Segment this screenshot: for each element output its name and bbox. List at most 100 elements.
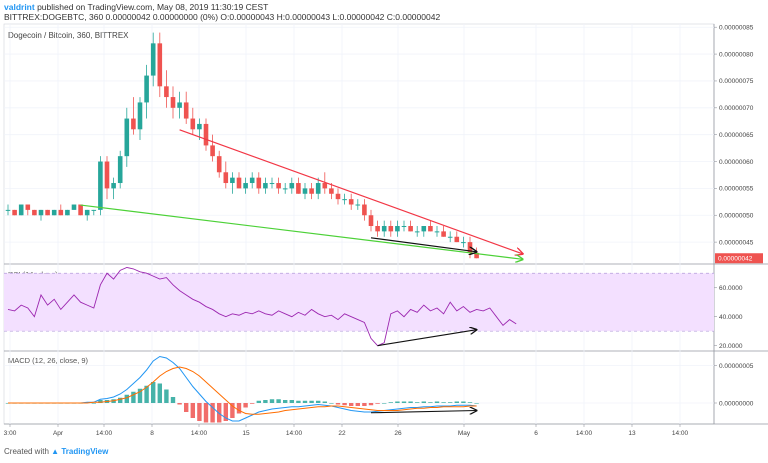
macd-histogram-bar [137, 388, 143, 403]
publish-info: valdrint published on TradingView.com, M… [4, 2, 268, 13]
candle [157, 43, 163, 87]
candle [104, 161, 110, 189]
candle [441, 231, 446, 237]
candle [18, 204, 24, 216]
macd-histogram-bar [362, 403, 367, 406]
macd-label: MACD (12, 26, close, 9) [8, 356, 89, 365]
candle [289, 183, 295, 189]
macd-tick-label: 0.00000000 [719, 400, 754, 407]
candle [51, 209, 57, 216]
macd-histogram-bar [335, 403, 341, 405]
candle [263, 183, 268, 189]
ohlc-readout: BITTREX:DOGEBTC, 360 0.00000042 0.000000… [4, 12, 441, 22]
price-tick-label: 0.00000070 [719, 105, 754, 112]
macd-histogram-bar [283, 400, 288, 403]
candle [98, 161, 103, 210]
macd-histogram-bar [276, 399, 281, 403]
macd-histogram-bar [269, 399, 275, 403]
candle [414, 231, 420, 233]
candle [124, 118, 130, 157]
candle [164, 86, 169, 98]
macd-tick-label: 0.00000005 [719, 363, 754, 370]
macd-histogram-bar [421, 401, 426, 403]
candle [84, 209, 90, 216]
candle [335, 193, 341, 200]
tradingview-brand[interactable]: TradingView [61, 447, 109, 456]
macd-histogram-bar [401, 401, 407, 403]
time-tick-label: Apr [53, 430, 64, 437]
macd-histogram-bar [329, 403, 334, 404]
signal-line [8, 366, 477, 415]
candle [395, 226, 400, 232]
candle [454, 236, 460, 243]
candle [368, 215, 374, 227]
macd-histogram-bar [302, 400, 308, 403]
author-name[interactable]: valdrint [4, 2, 35, 12]
price-tick-label: 0.00000060 [719, 159, 754, 166]
resistance-trendline [179, 129, 523, 254]
candle [183, 102, 189, 119]
candle [428, 226, 433, 232]
macd-histogram-bar [256, 400, 261, 403]
time-tick-label: 13 [628, 430, 636, 437]
macd-histogram-bar [210, 403, 215, 423]
candle [375, 226, 380, 232]
candle [190, 118, 196, 130]
plot-frame [3, 23, 715, 425]
macd-histogram-bar [243, 403, 248, 408]
macd-histogram-bar [217, 403, 222, 423]
candle [144, 75, 149, 103]
macd-histogram-bar [151, 382, 156, 403]
candle [203, 123, 209, 146]
rsi-band [4, 273, 714, 332]
macd-histogram-bar [316, 400, 321, 403]
macd-histogram-bar [349, 403, 354, 406]
candle [150, 43, 156, 76]
candle [111, 183, 116, 189]
macd-histogram-bar [434, 401, 440, 403]
macd-histogram-bar [467, 402, 473, 403]
macd-histogram-bar [388, 402, 393, 403]
macd-histogram-bar [454, 401, 459, 403]
macd-histogram-bar [461, 401, 466, 403]
candle [461, 242, 466, 244]
candle [216, 156, 222, 173]
macd-histogram-bar [157, 383, 162, 403]
macd-histogram-bar [91, 403, 96, 404]
time-tick-label: 14:00 [286, 430, 303, 437]
divergence-arrow-rsi [377, 330, 477, 347]
divergence-arrow-price [370, 237, 477, 252]
candle [309, 188, 314, 194]
time-tick-label: 6 [534, 430, 538, 437]
candle [137, 102, 143, 130]
divergence-arrow-macd [370, 411, 477, 413]
price-tick-label: 0.00000065 [719, 132, 754, 139]
macd-histogram-bar [131, 391, 136, 403]
macd-histogram-bar [144, 385, 149, 403]
candle [269, 183, 275, 185]
macd-histogram-bar [230, 403, 235, 418]
macd-histogram-bar [289, 400, 294, 403]
macd-histogram-bar [375, 403, 380, 404]
price-tick-label: 0.00000045 [719, 239, 754, 246]
candle [342, 199, 347, 201]
candle [230, 177, 235, 184]
candle [71, 204, 77, 210]
candle [58, 209, 64, 216]
macd-histogram-bar [309, 400, 314, 403]
candle [45, 209, 50, 216]
macd-histogram-bar [118, 397, 123, 403]
time-tick-label: 26 [394, 430, 402, 437]
time-tick-label: 14:00 [672, 430, 689, 437]
candle [315, 183, 321, 194]
macd-histogram-bar [203, 403, 209, 423]
macd-histogram-bar [448, 402, 453, 403]
macd-histogram-bar [441, 402, 446, 403]
candle [296, 183, 301, 194]
time-tick-label: 14:00 [96, 430, 113, 437]
time-tick-label: May [458, 430, 471, 437]
rsi-tick-label: 60.0000 [719, 285, 743, 292]
price-tick-label: 0.00000050 [719, 213, 754, 220]
candle [329, 188, 334, 194]
